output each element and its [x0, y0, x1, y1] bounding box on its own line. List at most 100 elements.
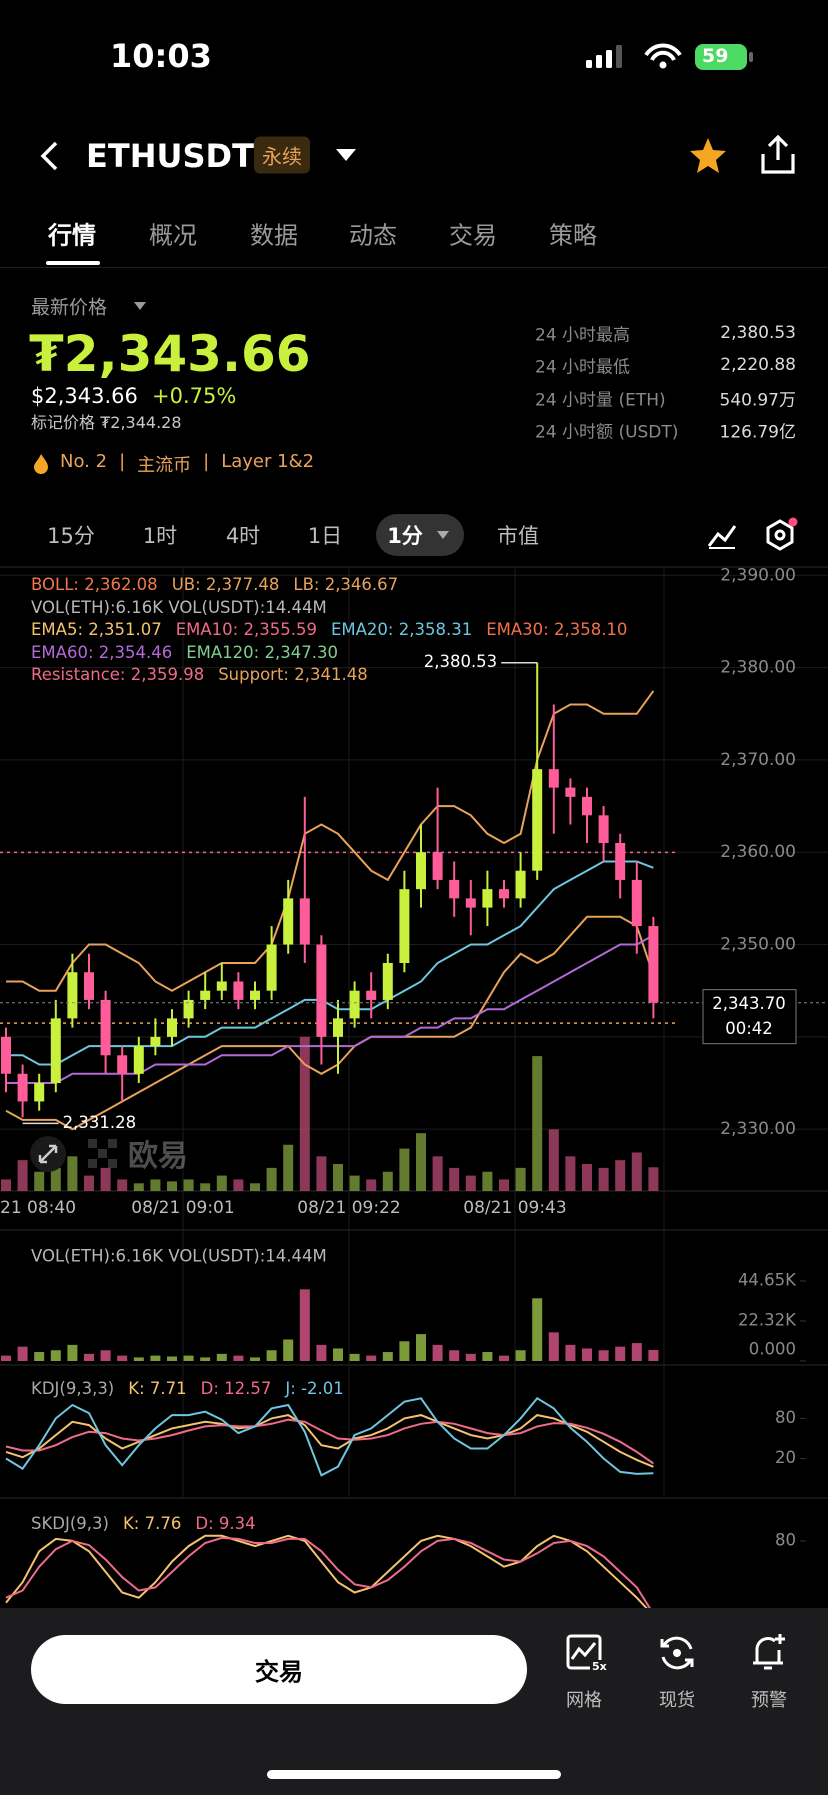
trade-button[interactable]: 交易 — [31, 1635, 527, 1704]
legend-item: J: -2.01 — [285, 1379, 344, 1398]
tag-separator: | — [119, 451, 126, 472]
volume-bar — [515, 1350, 526, 1361]
volume-bar — [598, 1350, 609, 1361]
kdj-line — [5, 1418, 654, 1465]
volume-overlay-bar — [34, 1171, 45, 1191]
volume-bar — [366, 1355, 377, 1361]
tab[interactable]: 动态 — [349, 221, 397, 250]
interval[interactable]: 1日 — [307, 524, 343, 548]
volume-tick-label: 0.000 — [749, 1340, 796, 1359]
candle-body — [84, 972, 94, 1000]
action-label[interactable]: 网格 — [566, 1690, 602, 1711]
back-button[interactable] — [38, 140, 62, 172]
candle-body — [316, 944, 327, 1037]
price-label-dropdown[interactable] — [133, 301, 147, 311]
volume-bar — [233, 1355, 244, 1361]
tag: Layer 1&2 — [221, 451, 315, 472]
legend-item: EMA120: 2,347.30 — [186, 642, 338, 662]
interval[interactable]: 市值 — [497, 524, 539, 548]
tab[interactable]: 概况 — [149, 221, 197, 250]
current-price-label: 2,343.70 — [712, 994, 785, 1013]
volume-bar — [582, 1348, 592, 1361]
candle-body — [548, 769, 559, 788]
volume-overlay-bar — [548, 1129, 559, 1191]
volume-bar — [416, 1334, 426, 1361]
spot-icon[interactable] — [657, 1633, 697, 1673]
volume-overlay-bar — [631, 1152, 642, 1191]
volume-overlay-bar — [1, 1179, 11, 1191]
kdj-tick-label: 80 — [775, 1408, 796, 1427]
candle-body — [499, 889, 509, 899]
alert-icon[interactable] — [749, 1631, 789, 1673]
candle-body — [598, 815, 609, 843]
candle-body — [1, 1036, 11, 1074]
tab-indicator — [46, 261, 100, 265]
tab[interactable]: 策略 — [549, 221, 597, 250]
indicator-line — [6, 690, 655, 992]
action-label[interactable]: 预警 — [751, 1690, 787, 1711]
stat-label: 24 小时最高 — [535, 325, 631, 346]
interval-dropdown[interactable] — [436, 530, 450, 540]
volume-bar — [432, 1344, 443, 1361]
legend-item: EMA5: 2,351.07 — [31, 620, 162, 640]
tab[interactable]: 行情 — [48, 221, 96, 250]
kdj-line — [5, 1414, 654, 1468]
stat-label: 24 小时额 (USDT) — [535, 422, 679, 443]
volume-overlay-bar — [266, 1167, 277, 1191]
settings-icon[interactable] — [764, 516, 800, 554]
volume-bar — [399, 1341, 410, 1361]
symbol-dropdown[interactable] — [334, 147, 358, 163]
legend-item: EMA10: 2,355.59 — [175, 620, 317, 640]
volume-overlay-bar — [432, 1156, 443, 1191]
skdj-line — [5, 1534, 655, 1617]
interval-pill — [376, 514, 464, 556]
volume-bar — [449, 1350, 460, 1361]
candle-body — [582, 796, 592, 816]
volume-overlay-bar — [582, 1164, 592, 1191]
countdown: 00:42 — [725, 1019, 773, 1038]
candle-body — [266, 944, 277, 991]
candle-body — [183, 999, 194, 1019]
volume-overlay-bar — [183, 1179, 194, 1191]
favorite-star[interactable] — [688, 136, 728, 176]
volume-bar — [631, 1343, 642, 1361]
tab[interactable]: 交易 — [449, 221, 497, 250]
candle-body — [449, 879, 460, 899]
volume-overlay-bar — [117, 1179, 128, 1191]
symbol[interactable]: ETHUSDT — [86, 137, 254, 175]
indicator-line — [6, 860, 654, 1066]
volume-tick-label: 44.65K — [738, 1271, 797, 1290]
volume-bar — [349, 1353, 360, 1361]
expand-button[interactable] — [28, 1134, 68, 1174]
share-button[interactable] — [758, 134, 798, 176]
volume-bar — [482, 1352, 493, 1361]
volume-overlay-bar — [283, 1144, 294, 1191]
price-label[interactable]: 最新价格 — [31, 296, 108, 319]
volume-bar — [117, 1355, 128, 1361]
x-tick-label: 08/21 09:22 — [297, 1198, 400, 1218]
interval[interactable]: 1时 — [142, 524, 178, 548]
volume-bar — [499, 1355, 509, 1361]
volume-bar — [299, 1289, 310, 1361]
volume-bar — [548, 1332, 559, 1361]
legend-item: LB: 2,346.67 — [293, 575, 399, 594]
watermark-logo — [88, 1139, 117, 1168]
action-label[interactable]: 现货 — [659, 1690, 695, 1711]
indicator-icon[interactable] — [706, 520, 738, 550]
high-label: 2,380.53 — [424, 652, 497, 671]
candle-body — [399, 889, 410, 963]
grid-icon[interactable] — [565, 1633, 605, 1673]
candle-body — [382, 963, 393, 1000]
interval[interactable]: 4时 — [225, 524, 261, 548]
volume-overlay-bar — [598, 1167, 609, 1191]
grid-badge: 5x — [590, 1660, 609, 1673]
volume-bar — [34, 1352, 45, 1361]
volume-overlay-bar — [382, 1171, 393, 1191]
volume-overlay-bar — [465, 1175, 476, 1191]
volume-overlay-bar — [565, 1156, 576, 1191]
stat-value: 540.97万 — [719, 390, 796, 411]
interval-active[interactable]: 1分 — [387, 524, 423, 548]
tag-separator: | — [203, 451, 210, 472]
interval[interactable]: 15分 — [47, 524, 95, 548]
tab[interactable]: 数据 — [250, 221, 298, 250]
